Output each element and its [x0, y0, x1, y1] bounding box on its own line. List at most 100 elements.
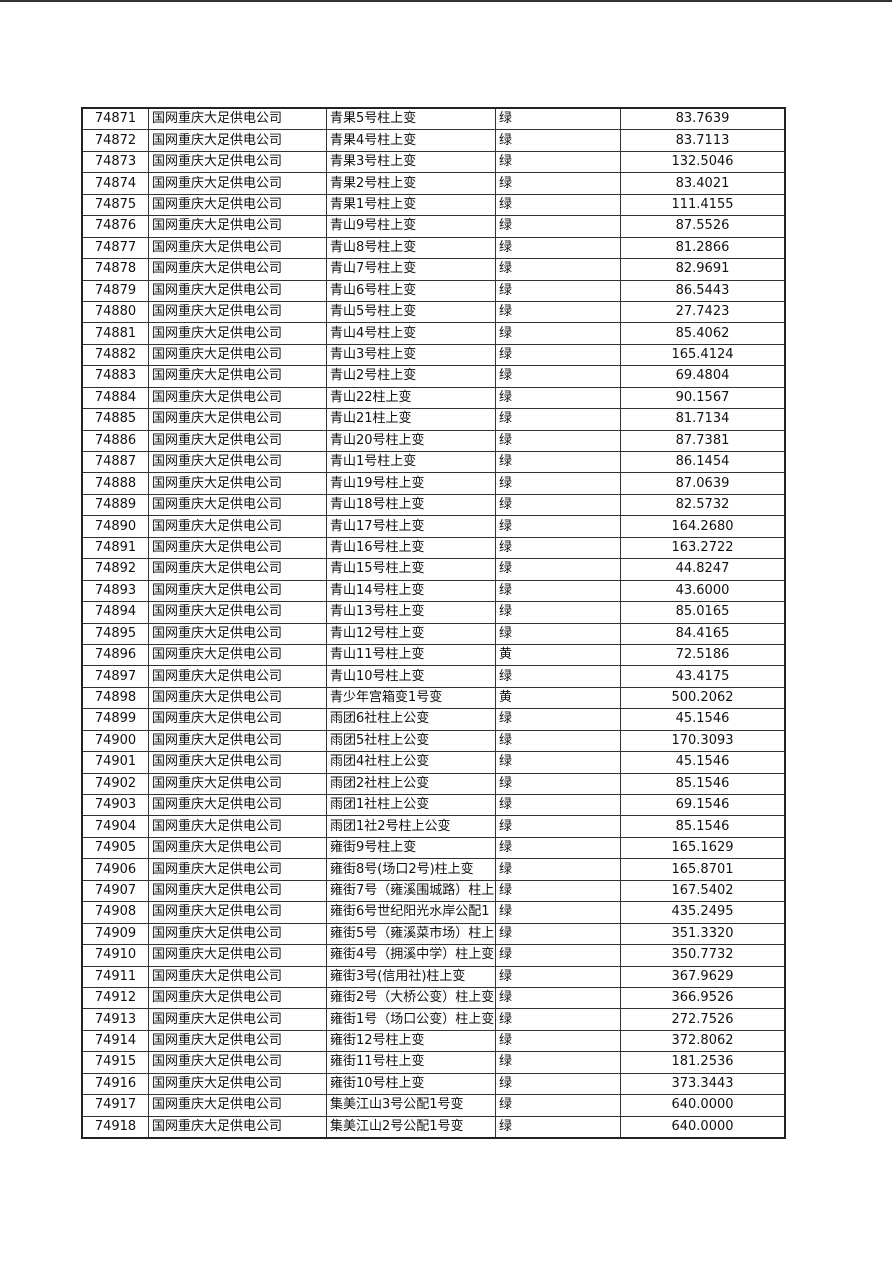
- row-id-cell: 74887: [81, 450, 149, 474]
- company-name-cell: 国网重庆大足供电公司: [148, 793, 327, 817]
- row-id-cell: 74890: [81, 515, 149, 538]
- table-row: 74915 国网重庆大足供电公司 雍街11号柱上变绿 181.2536: [81, 1051, 786, 1074]
- company-name-cell: 国网重庆大足供电公司: [148, 386, 327, 410]
- company-name-cell: 国网重庆大足供电公司: [148, 450, 327, 474]
- table-row: 74874 国网重庆大足供电公司 青果2号柱上变绿 83.4021: [81, 172, 786, 195]
- value-cell: 85.1546: [620, 772, 786, 796]
- status-color-cell: 绿: [495, 193, 621, 217]
- company-name-cell: 国网重庆大足供电公司: [148, 429, 327, 453]
- station-name-cell: 青山22柱上变: [326, 386, 496, 410]
- company-name-cell: 国网重庆大足供电公司: [148, 1072, 327, 1096]
- company-name-cell: 国网重庆大足供电公司: [148, 836, 327, 860]
- value-cell: 86.1454: [620, 450, 786, 474]
- station-name-cell: 青山18号柱上变: [326, 493, 496, 517]
- row-id-cell: 74916: [81, 1072, 149, 1096]
- station-name-cell: 青山19号柱上变: [326, 472, 496, 495]
- company-name-cell: 国网重庆大足供电公司: [148, 901, 327, 924]
- status-color-cell: 绿: [495, 622, 621, 645]
- row-id-cell: 74883: [81, 365, 149, 388]
- table-row: 74876 国网重庆大足供电公司 青山9号柱上变绿 87.5526: [81, 215, 786, 238]
- status-color-cell: 绿: [495, 365, 621, 388]
- station-name-cell: 青山15号柱上变: [326, 558, 496, 581]
- value-cell: 164.2680: [620, 515, 786, 538]
- table-row: 74907 国网重庆大足供电公司 雍街7号（雍溪围城路）柱上绿 167.5402: [81, 879, 786, 903]
- company-name-cell: 国网重庆大足供电公司: [148, 365, 327, 388]
- status-color-cell: 绿: [495, 150, 621, 174]
- status-color-cell: 黄: [495, 686, 621, 710]
- table-body: 74871 国网重庆大足供电公司 青果5号柱上变绿 83.7639 74872 国网重庆大…: [81, 107, 786, 1139]
- station-name-cell: 雍街7号（雍溪围城路）柱上: [326, 879, 496, 903]
- status-color-cell: 绿: [495, 515, 621, 538]
- row-id-cell: 74878: [81, 258, 149, 281]
- station-name-cell: 青果4号柱上变: [326, 129, 496, 152]
- value-cell: 167.5402: [620, 879, 786, 903]
- station-name-cell: 雨团6社柱上公变: [326, 708, 496, 731]
- status-color-cell: 黄: [495, 643, 621, 667]
- row-id-cell: 74894: [81, 601, 149, 624]
- company-name-cell: 国网重庆大足供电公司: [148, 686, 327, 710]
- table-row: 74918 国网重庆大足供电公司 集美江山2号公配1号变绿 640.0000: [81, 1115, 786, 1139]
- value-cell: 69.1546: [620, 793, 786, 817]
- row-id-cell: 74873: [81, 150, 149, 174]
- company-name-cell: 国网重庆大足供电公司: [148, 215, 327, 238]
- value-cell: 350.7732: [620, 944, 786, 967]
- company-name-cell: 国网重庆大足供电公司: [148, 665, 327, 688]
- row-id-cell: 74918: [81, 1115, 149, 1139]
- value-cell: 72.5186: [620, 643, 786, 667]
- value-cell: 82.5732: [620, 493, 786, 517]
- status-color-cell: 绿: [495, 708, 621, 731]
- station-name-cell: 雍街6号世纪阳光水岸公配1: [326, 901, 496, 924]
- value-cell: 367.9629: [620, 965, 786, 988]
- station-name-cell: 青山5号柱上变: [326, 300, 496, 324]
- table-row: 74884 国网重庆大足供电公司 青山22柱上变绿 90.1567: [81, 386, 786, 410]
- value-cell: 132.5046: [620, 150, 786, 174]
- row-id-cell: 74917: [81, 1094, 149, 1117]
- value-cell: 85.1546: [620, 815, 786, 838]
- status-color-cell: 绿: [495, 901, 621, 924]
- station-name-cell: 青山14号柱上变: [326, 579, 496, 603]
- company-name-cell: 国网重庆大足供电公司: [148, 601, 327, 624]
- company-name-cell: 国网重庆大足供电公司: [148, 343, 327, 367]
- row-id-cell: 74871: [81, 107, 149, 131]
- company-name-cell: 国网重庆大足供电公司: [148, 279, 327, 302]
- status-color-cell: 绿: [495, 729, 621, 753]
- company-name-cell: 国网重庆大足供电公司: [148, 858, 327, 881]
- page-top-border: [0, 0, 892, 2]
- table-row: 74912 国网重庆大足供电公司 雍街2号（大桥公变）柱上变绿 366.9526: [81, 986, 786, 1010]
- value-cell: 165.1629: [620, 836, 786, 860]
- value-cell: 82.9691: [620, 258, 786, 281]
- table-row: 74893 国网重庆大足供电公司 青山14号柱上变绿 43.6000: [81, 579, 786, 603]
- value-cell: 45.1546: [620, 708, 786, 731]
- value-cell: 27.7423: [620, 300, 786, 324]
- status-color-cell: 绿: [495, 772, 621, 796]
- status-color-cell: 绿: [495, 450, 621, 474]
- row-id-cell: 74877: [81, 236, 149, 260]
- station-name-cell: 青少年宫箱变1号变: [326, 686, 496, 710]
- company-name-cell: 国网重庆大足供电公司: [148, 1115, 327, 1139]
- table-row: 74887 国网重庆大足供电公司 青山1号柱上变绿 86.1454: [81, 450, 786, 474]
- table-row: 74889 国网重庆大足供电公司 青山18号柱上变绿 82.5732: [81, 493, 786, 517]
- status-color-cell: 绿: [495, 279, 621, 302]
- station-name-cell: 青山11号柱上变: [326, 643, 496, 667]
- company-name-cell: 国网重庆大足供电公司: [148, 300, 327, 324]
- station-name-cell: 青果2号柱上变: [326, 172, 496, 195]
- company-name-cell: 国网重庆大足供电公司: [148, 172, 327, 195]
- table-row: 74914 国网重庆大足供电公司 雍街12号柱上变绿 372.8062: [81, 1029, 786, 1053]
- company-name-cell: 国网重庆大足供电公司: [148, 493, 327, 517]
- status-color-cell: 绿: [495, 322, 621, 345]
- row-id-cell: 74903: [81, 793, 149, 817]
- station-name-cell: 雨团1社柱上公变: [326, 793, 496, 817]
- value-cell: 85.4062: [620, 322, 786, 345]
- value-cell: 87.7381: [620, 429, 786, 453]
- table-row: 74892 国网重庆大足供电公司 青山15号柱上变绿 44.8247: [81, 558, 786, 581]
- value-cell: 44.8247: [620, 558, 786, 581]
- station-name-cell: 青果3号柱上变: [326, 150, 496, 174]
- station-name-cell: 青山10号柱上变: [326, 665, 496, 688]
- company-name-cell: 国网重庆大足供电公司: [148, 879, 327, 903]
- company-name-cell: 国网重庆大足供电公司: [148, 643, 327, 667]
- status-color-cell: 绿: [495, 215, 621, 238]
- table-row: 74899 国网重庆大足供电公司 雨团6社柱上公变绿 45.1546: [81, 708, 786, 731]
- station-name-cell: 青山16号柱上变: [326, 536, 496, 560]
- station-name-cell: 雍街2号（大桥公变）柱上变: [326, 986, 496, 1010]
- table-row: 74873 国网重庆大足供电公司 青果3号柱上变绿 132.5046: [81, 150, 786, 174]
